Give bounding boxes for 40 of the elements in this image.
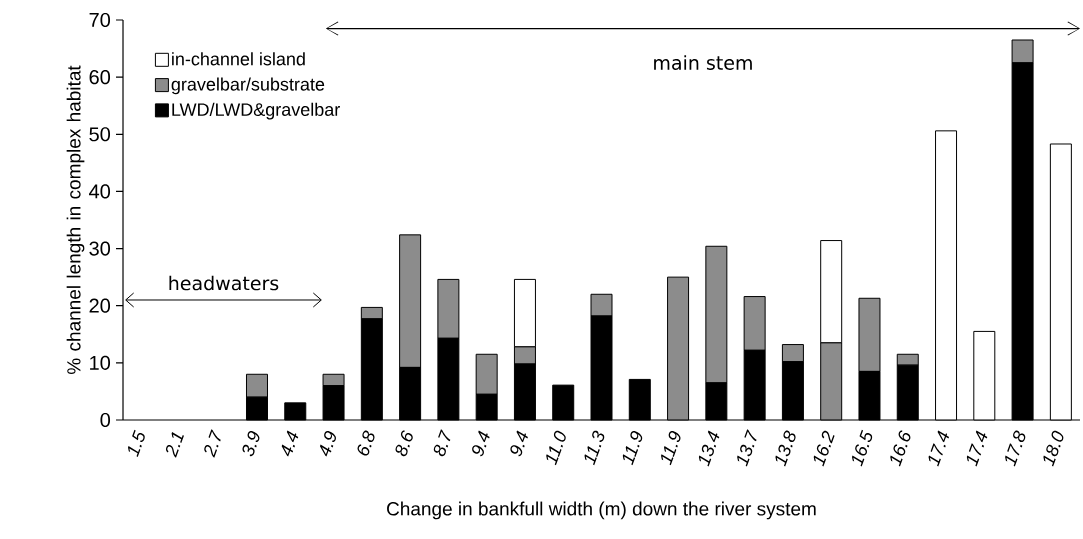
annotation: main stem xyxy=(654,55,752,70)
x-tick-label: 13.4 xyxy=(698,430,720,467)
x-tick-label: 17.4 xyxy=(966,430,988,467)
x-tick-label: 8.6 xyxy=(395,430,413,457)
x-tick-label: 11.0 xyxy=(546,430,566,466)
x-tick-label: 16.6 xyxy=(890,430,911,467)
x-tick-label: 11.9 xyxy=(622,431,643,466)
y-tick-label: 60 xyxy=(89,70,111,85)
annotation: headwaters xyxy=(169,275,279,291)
x-tick-label: 1.5 xyxy=(128,429,145,458)
y-tick-label: 40 xyxy=(89,184,111,199)
x-tick-label: 18.0 xyxy=(1043,430,1064,467)
x-tick-label: 17.4 xyxy=(928,430,949,467)
x-tick-label: 2.1 xyxy=(165,432,184,458)
x-tick-label: 4.4 xyxy=(281,430,299,457)
legend-label: LWD/LWD&gravelbar xyxy=(172,102,340,120)
x-tick-label: 16.5 xyxy=(852,429,873,467)
x-tick-label: 3.9 xyxy=(242,431,260,457)
y-axis-title: % channel length in complex habitat xyxy=(66,65,85,375)
legend-label: in-channel island xyxy=(172,52,305,66)
x-tick-label: 11.3 xyxy=(584,430,605,466)
y-tick-label: 50 xyxy=(89,127,111,142)
x-tick-label: 2.7 xyxy=(204,429,221,458)
y-tick-label: 20 xyxy=(89,298,111,313)
y-tick-label: 10 xyxy=(90,355,111,370)
x-tick-label: 13.7 xyxy=(737,429,757,467)
x-tick-label: 4.9 xyxy=(319,431,336,457)
x-tick-label: 13.8 xyxy=(775,430,796,467)
x-tick-label: 8.7 xyxy=(433,429,451,457)
x-tick-label: 16.2 xyxy=(813,430,835,467)
x-tick-label: 9.4 xyxy=(472,430,490,457)
x-tick-label: 9.4 xyxy=(510,430,528,457)
x-tick-label: 6.8 xyxy=(357,430,375,456)
x-tick-label: 11.9 xyxy=(661,431,681,466)
legend-label: gravelbar/substrate xyxy=(171,77,325,95)
x-tick-label: 17.8 xyxy=(1005,430,1026,467)
y-tick-label: 70 xyxy=(89,12,111,28)
y-tick-label: 30 xyxy=(89,241,111,256)
y-tick-label: 0 xyxy=(100,412,111,428)
x-axis-title: Change in bankfull width (m) down the river system xyxy=(387,501,816,520)
